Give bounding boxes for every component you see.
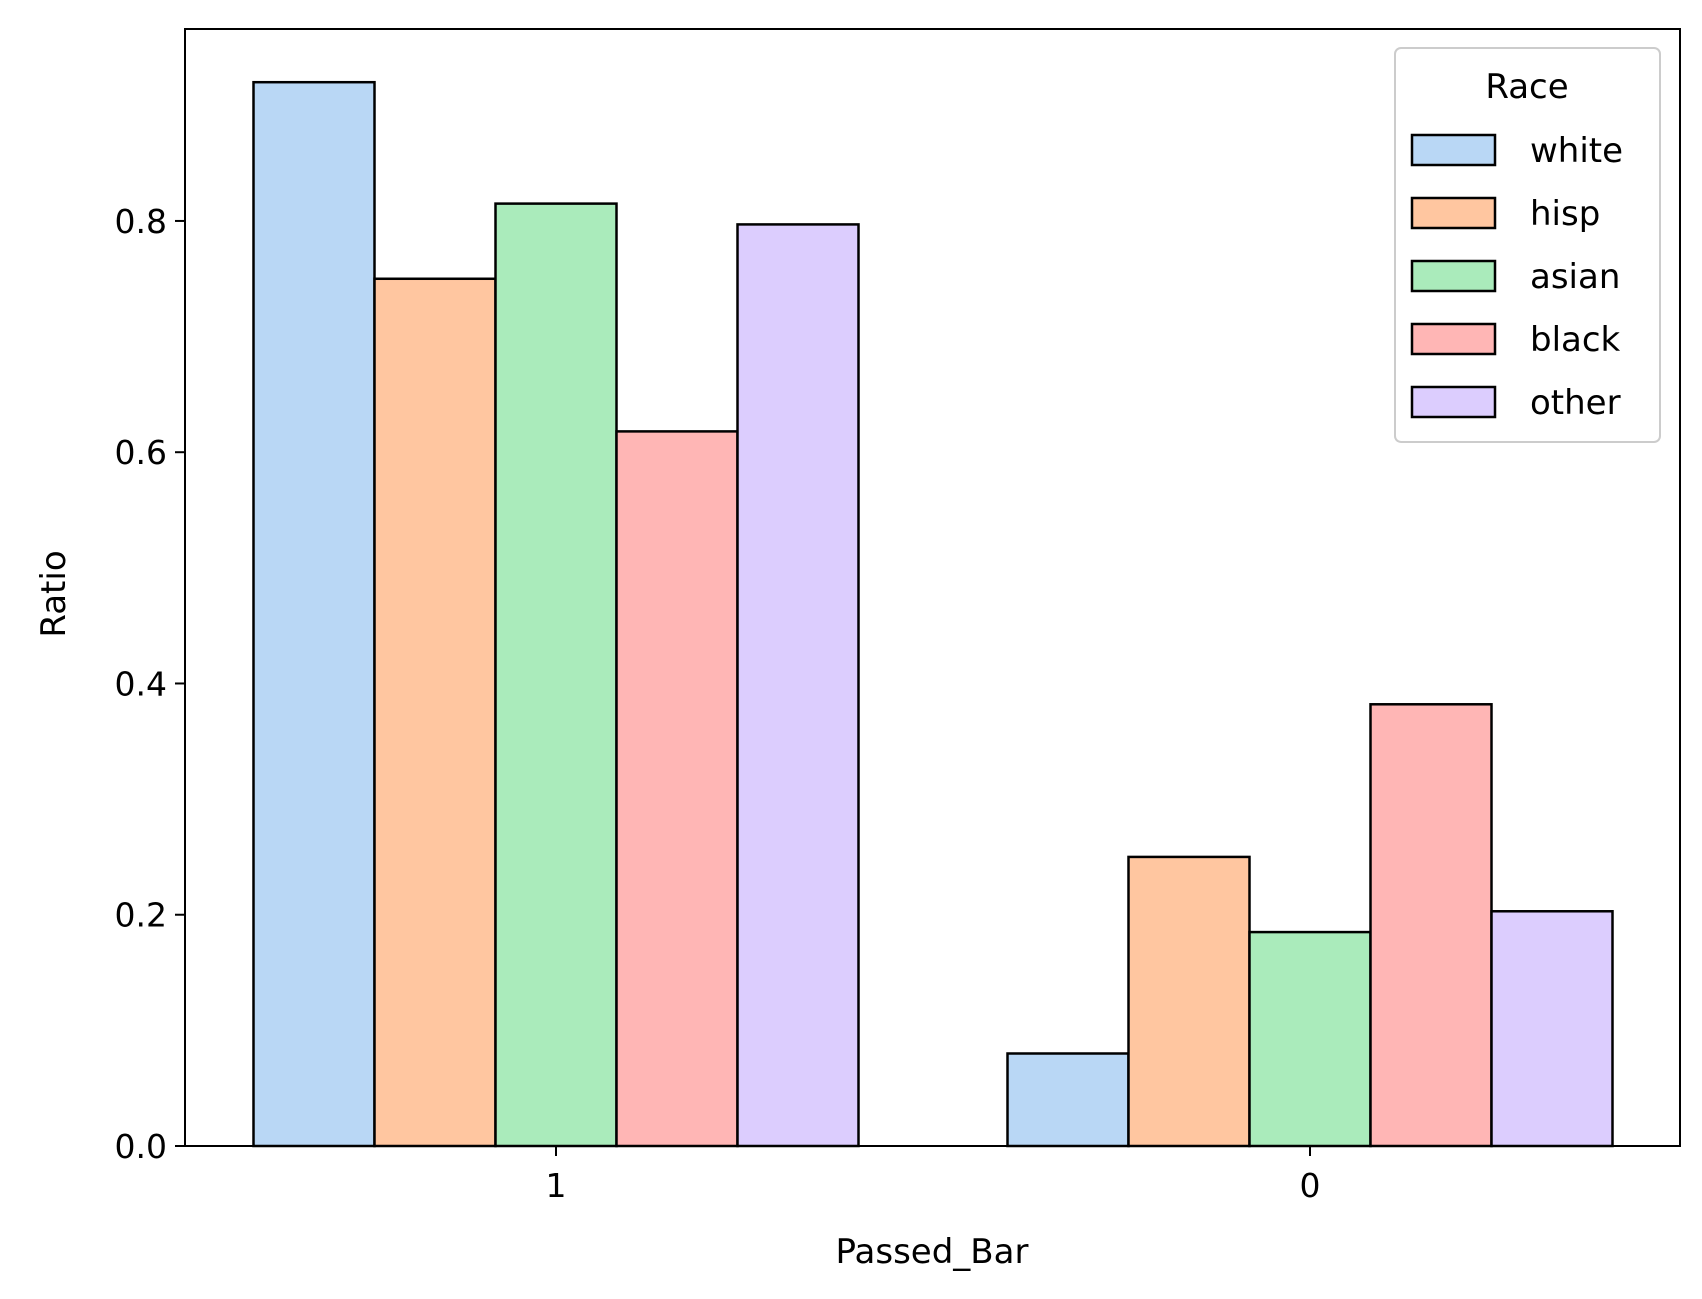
y-tick-label: 0.8 <box>115 202 167 241</box>
legend-label-white: white <box>1530 131 1623 171</box>
bar-black-0 <box>1369 703 1493 1148</box>
bar-asian-1 <box>494 202 618 1148</box>
legend: Race white hisp asian black other <box>1394 47 1661 443</box>
bar-hisp-1 <box>373 277 497 1148</box>
legend-swatch-black <box>1410 322 1497 356</box>
y-tick-label: 0.6 <box>115 433 167 472</box>
legend-swatch-hisp <box>1410 196 1497 230</box>
legend-title: Race <box>1485 67 1568 107</box>
bar-hisp-0 <box>1127 855 1251 1148</box>
plot-frame <box>184 28 1681 1147</box>
bars-layer <box>252 80 1614 1148</box>
bar-other-1 <box>736 223 860 1148</box>
y-tick-label: 0.4 <box>115 664 167 703</box>
legend-label-asian: asian <box>1530 257 1620 297</box>
legend-swatch-white <box>1410 133 1497 167</box>
legend-label-other: other <box>1530 383 1621 423</box>
legend-swatch-other <box>1410 385 1497 419</box>
bar-asian-0 <box>1248 930 1372 1148</box>
x-tick-label: 0 <box>1300 1166 1321 1205</box>
y-tick-label: 0.2 <box>115 896 167 935</box>
y-axis-label: Ratio <box>34 550 74 637</box>
x-tick-label: 1 <box>546 1166 567 1205</box>
bar-white-0 <box>1006 1052 1130 1148</box>
bar-black-1 <box>615 430 739 1148</box>
legend-label-hisp: hisp <box>1530 194 1600 234</box>
y-tick-label: 0.0 <box>115 1127 167 1166</box>
bar-other-0 <box>1490 910 1614 1148</box>
legend-swatch-asian <box>1410 259 1497 293</box>
x-axis-label: Passed_Bar <box>836 1232 1029 1272</box>
y-axis: 0.0 0.2 0.4 0.6 0.8 <box>115 202 185 1166</box>
bar-white-1 <box>252 80 376 1148</box>
legend-label-black: black <box>1530 320 1621 360</box>
